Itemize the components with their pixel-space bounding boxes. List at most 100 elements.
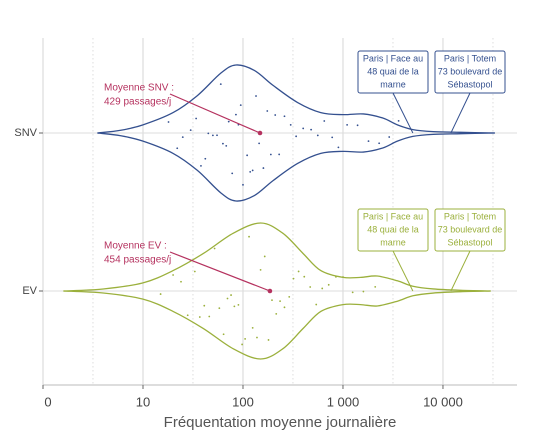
callout-text: marne (380, 237, 406, 247)
data-point (237, 303, 240, 306)
data-point (288, 295, 291, 298)
data-point (251, 169, 254, 172)
data-point (258, 142, 261, 145)
mean-label: Moyenne EV : (104, 241, 167, 252)
mean-label: 454 passages/j (104, 255, 171, 266)
data-point (216, 134, 218, 137)
data-point (374, 285, 377, 288)
data-point (274, 114, 277, 116)
y-tick-label: EV (22, 285, 37, 297)
data-point (242, 183, 244, 186)
data-point (176, 147, 179, 150)
callout-text: 48 quai de la (367, 66, 419, 76)
x-tick-label: 0 (44, 394, 51, 409)
data-point (256, 336, 258, 339)
data-point (346, 123, 349, 126)
data-point (251, 326, 254, 329)
data-point (362, 290, 365, 293)
data-point (388, 136, 391, 138)
data-point (204, 157, 207, 160)
data-point (186, 314, 189, 317)
data-point (159, 293, 162, 295)
callout-leader (392, 250, 414, 292)
data-point (327, 283, 330, 286)
data-point (321, 287, 324, 290)
callout-text: Paris | Face au (363, 53, 423, 63)
data-point (248, 235, 250, 238)
data-point (331, 136, 334, 139)
data-point (207, 132, 210, 135)
data-point (295, 135, 298, 138)
data-point (283, 115, 286, 118)
callout-text: Paris | Totem (444, 211, 496, 221)
data-point (289, 123, 292, 126)
callout-leader (450, 92, 471, 134)
data-point (225, 144, 228, 147)
data-point (397, 119, 400, 122)
mean-label: 429 passages/j (104, 97, 171, 108)
callout-text: Sébastopol (447, 237, 492, 247)
data-point (351, 291, 354, 294)
data-point (271, 299, 273, 302)
data-point (218, 307, 221, 310)
data-point (219, 83, 222, 86)
data-point (302, 127, 305, 130)
data-point (189, 129, 192, 132)
mean-marker (267, 288, 273, 294)
data-point (231, 172, 234, 175)
callout-text: marne (380, 79, 406, 89)
callout-text: Paris | Totem (444, 53, 496, 63)
data-point (167, 121, 170, 123)
data-point (200, 165, 202, 167)
data-point (337, 146, 340, 149)
callout-text: Paris | Face au (363, 211, 423, 221)
data-point (316, 134, 319, 137)
data-point (239, 104, 242, 107)
data-point (262, 167, 265, 169)
mean-marker (257, 130, 263, 136)
data-point (255, 95, 257, 97)
data-point (181, 136, 184, 138)
data-point (323, 120, 326, 122)
callout-box (434, 50, 506, 94)
x-tick-label: 10 000 (423, 394, 463, 409)
callout-text: 48 quai de la (367, 224, 419, 234)
callout-leader (450, 250, 471, 292)
callout-text: 73 boulevard de (438, 224, 503, 234)
violin-lower (97, 132, 495, 202)
data-point (244, 338, 247, 340)
data-point (233, 305, 236, 308)
data-point (227, 120, 230, 123)
callout-text: Sébastopol (447, 79, 492, 89)
data-point (235, 113, 237, 116)
data-point (213, 247, 216, 250)
violin-upper (63, 222, 491, 292)
data-point (172, 274, 174, 276)
violin-upper (97, 64, 495, 134)
data-point (275, 313, 278, 315)
data-point (208, 315, 211, 318)
data-point (378, 142, 381, 145)
data-point (283, 306, 286, 309)
data-point (226, 297, 229, 300)
data-point (267, 339, 270, 341)
data-point (356, 124, 359, 127)
mean-leader (169, 93, 261, 134)
data-point (249, 170, 252, 173)
data-point (246, 154, 249, 157)
x-axis-label: Fréquentation moyenne journalière (164, 414, 397, 431)
data-point (303, 275, 306, 278)
callout-leader (392, 92, 414, 134)
data-point (269, 153, 272, 156)
data-point (263, 255, 266, 258)
x-tick-label: 100 (232, 394, 254, 409)
data-point (241, 343, 244, 346)
data-point (315, 303, 318, 306)
data-point (203, 304, 206, 307)
data-point (367, 140, 370, 143)
mean-leader (169, 251, 271, 292)
y-tick-label: SNV (14, 127, 37, 139)
data-point (278, 153, 281, 156)
data-point (279, 300, 281, 303)
